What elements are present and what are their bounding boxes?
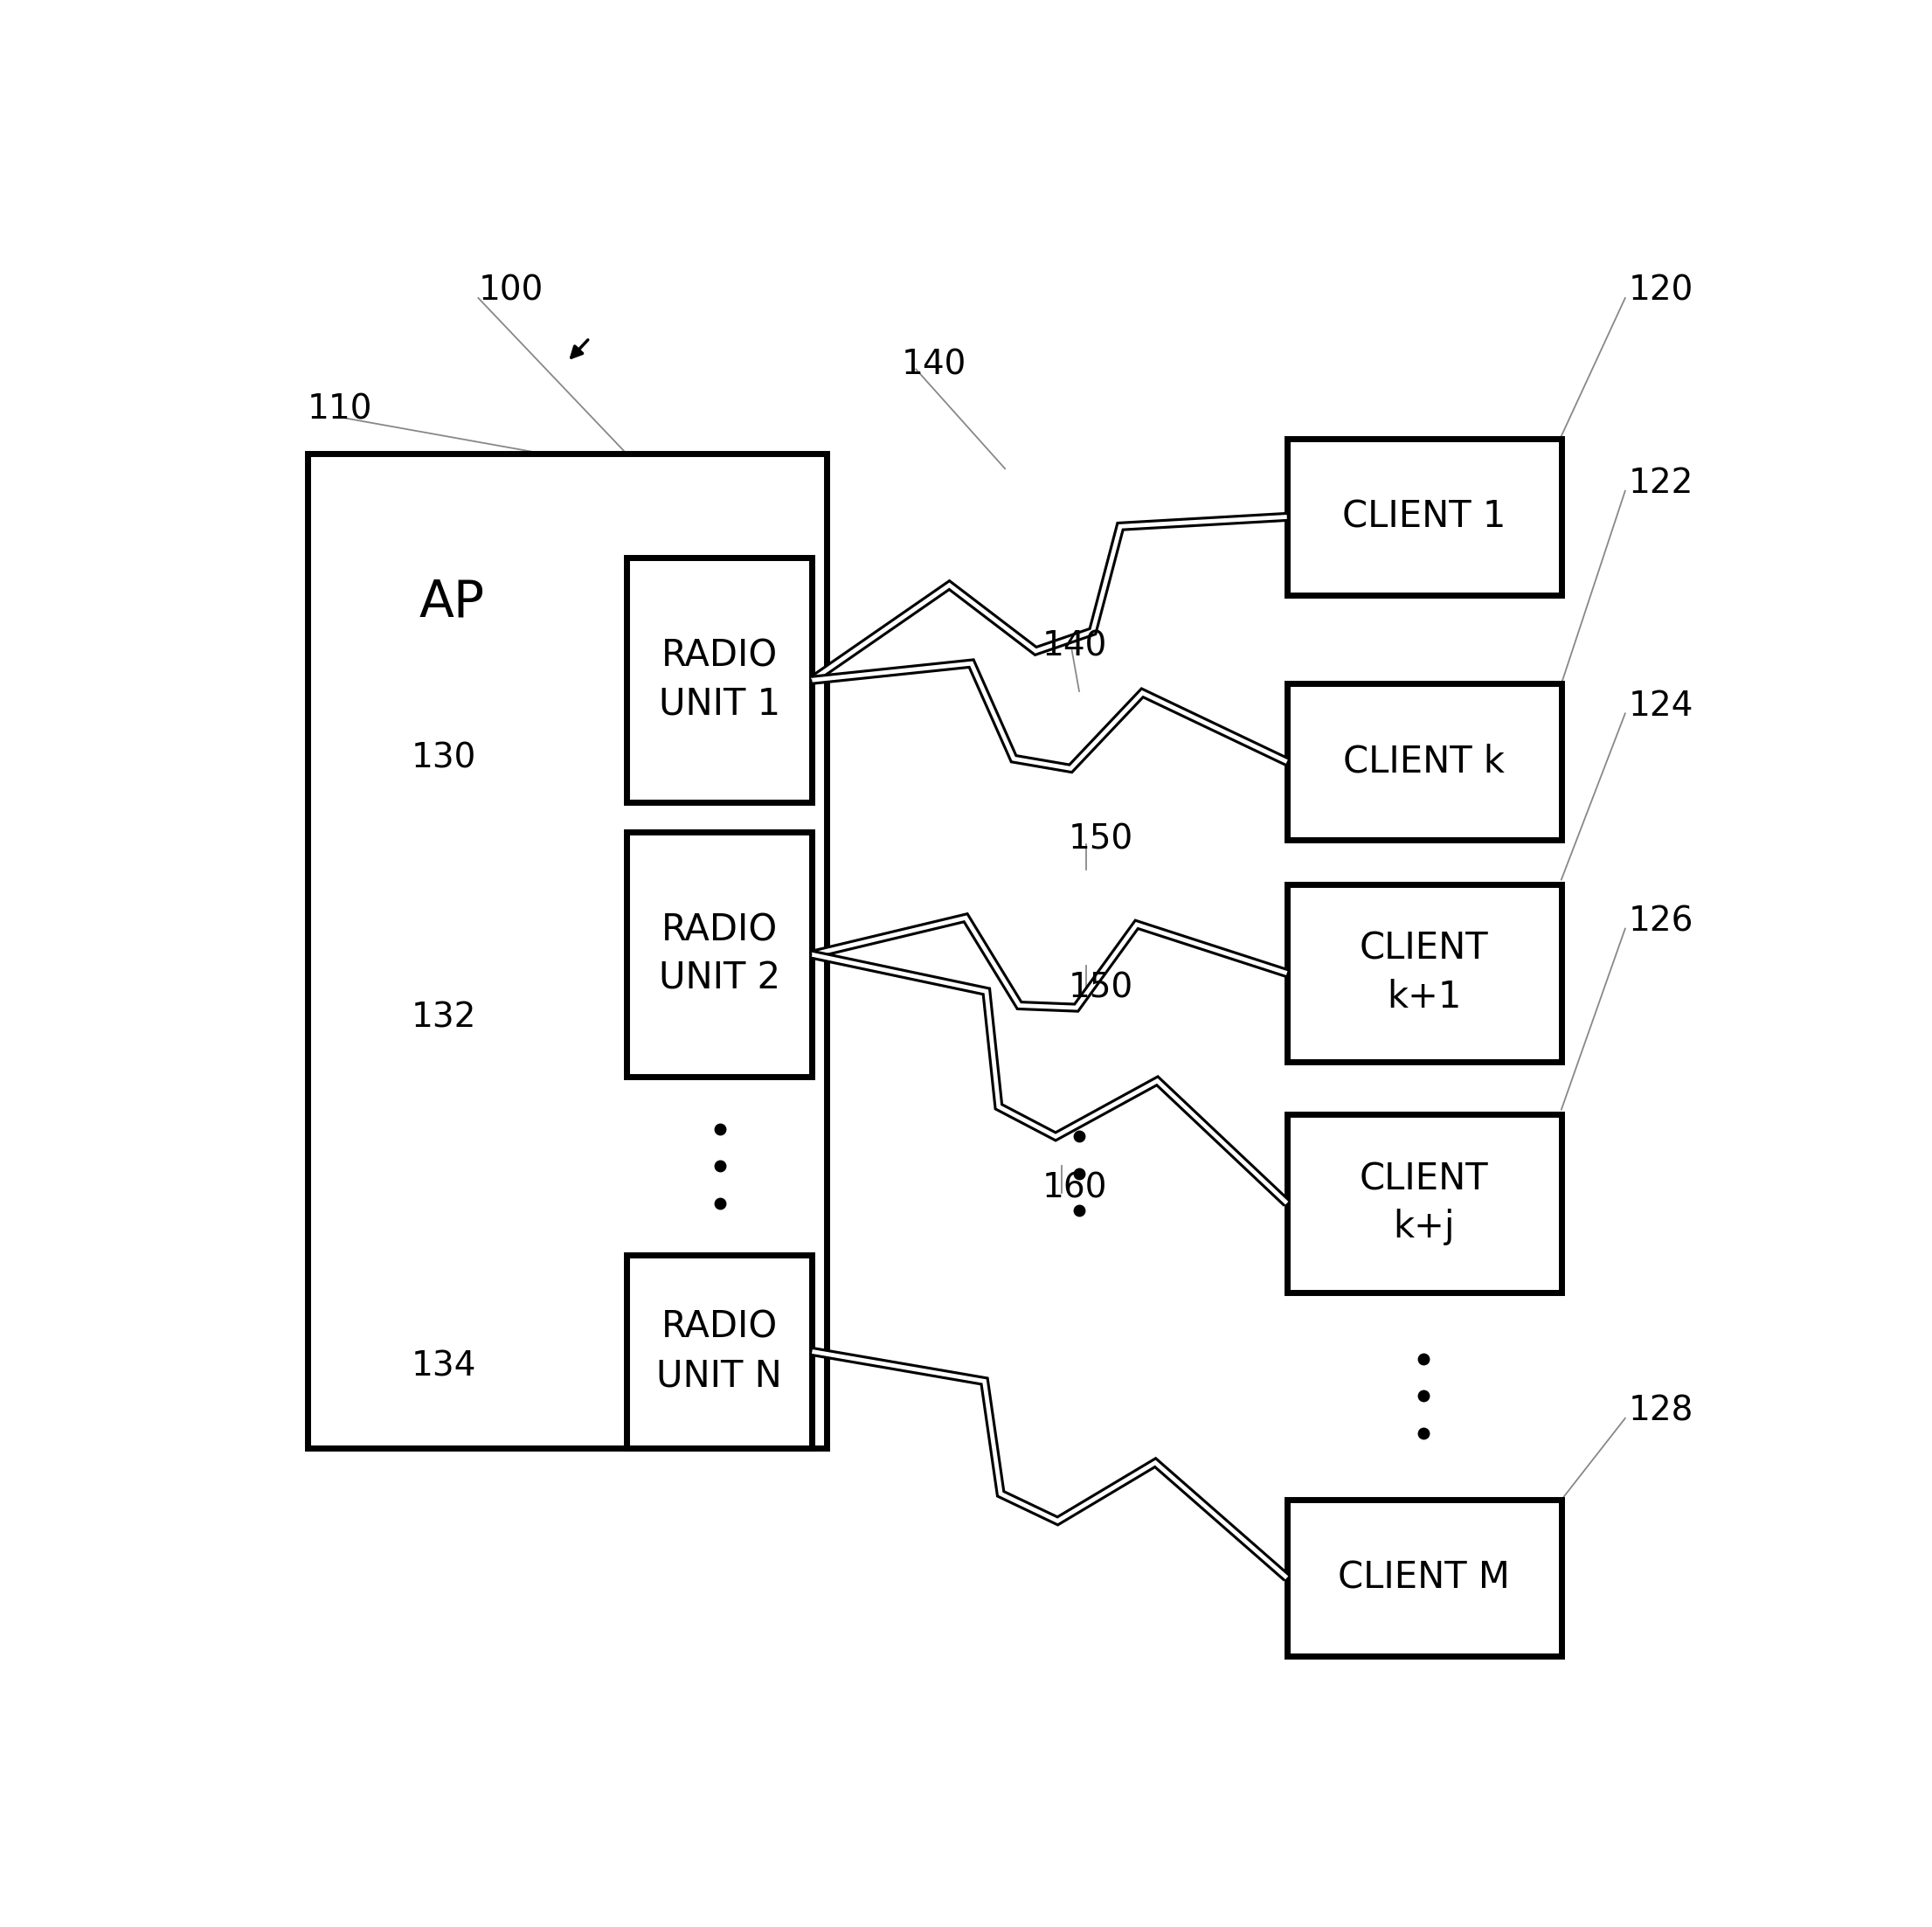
Text: 120: 120 [1629,274,1692,306]
Text: 160: 160 [1041,1172,1107,1204]
Text: 126: 126 [1629,904,1692,938]
Text: RADIO
UNIT N: RADIO UNIT N [657,1308,782,1393]
Text: 110: 110 [307,393,373,426]
Bar [1287,884,1561,1062]
Text: 150: 150 [1068,823,1134,856]
Text: 150: 150 [1068,971,1134,1004]
Text: CLIENT
k+1: CLIENT k+1 [1360,931,1488,1016]
Text: CLIENT 1: CLIENT 1 [1343,499,1505,536]
Text: 132: 132 [412,1000,477,1035]
Bar [1287,439,1561,595]
Text: CLIENT k: CLIENT k [1343,744,1505,780]
Bar [1287,684,1561,840]
Bar [626,1254,811,1447]
Text: 140: 140 [1041,630,1107,663]
Text: 128: 128 [1629,1395,1692,1428]
Text: 122: 122 [1629,466,1692,501]
Bar [307,453,827,1447]
Text: AP: AP [419,578,485,626]
Bar [626,832,811,1077]
Bar [1287,1114,1561,1293]
Text: RADIO
UNIT 2: RADIO UNIT 2 [659,911,781,996]
Text: 124: 124 [1629,690,1692,723]
Text: 134: 134 [412,1349,477,1384]
Text: 140: 140 [900,349,966,382]
Text: CLIENT M: CLIENT M [1339,1559,1511,1596]
Text: RADIO
UNIT 1: RADIO UNIT 1 [659,638,781,723]
Text: 130: 130 [412,742,477,775]
Text: 100: 100 [479,274,543,306]
Bar [1287,1499,1561,1655]
Text: CLIENT
k+j: CLIENT k+j [1360,1160,1488,1245]
Bar [626,557,811,802]
